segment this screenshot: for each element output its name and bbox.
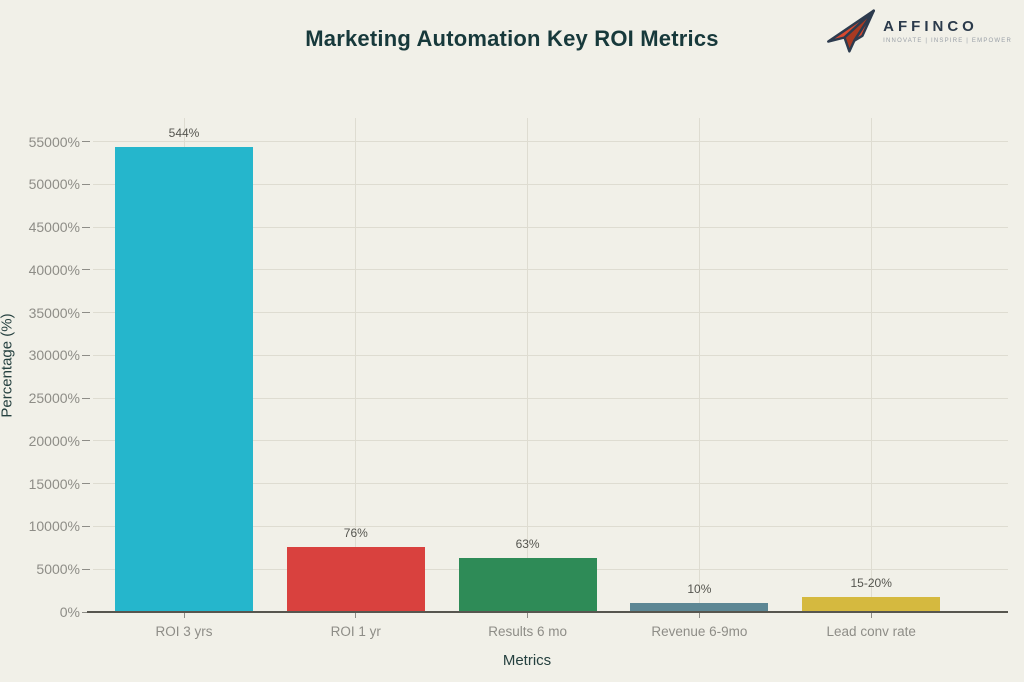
y-tick-mark xyxy=(82,354,90,356)
x-tick-mark xyxy=(183,613,185,618)
y-tick-label: 0% xyxy=(59,604,80,620)
y-tick-label: 30000% xyxy=(28,347,80,364)
y-tick-mark xyxy=(82,568,90,570)
y-tick-label: 5000% xyxy=(36,561,80,578)
y-tick-mark xyxy=(82,440,90,442)
x-axis-title: Metrics xyxy=(502,652,552,669)
y-tick-mark xyxy=(82,141,90,143)
bar-value-label: 10% xyxy=(687,582,712,597)
y-tick-mark xyxy=(82,269,90,271)
gridline-vertical xyxy=(527,118,529,612)
y-tick-label: 15000% xyxy=(28,475,80,492)
y-tick-mark xyxy=(82,312,90,314)
gridline-horizontal xyxy=(93,397,1008,399)
gridline-vertical xyxy=(870,118,872,612)
y-tick-mark xyxy=(82,483,90,485)
gridline-vertical xyxy=(355,118,357,612)
gridline-horizontal xyxy=(93,141,1008,143)
y-tick-mark xyxy=(82,611,90,613)
gridline-horizontal xyxy=(93,525,1008,527)
chart-title: Marketing Automation Key ROI Metrics xyxy=(305,26,719,51)
gridline-horizontal xyxy=(93,312,1008,314)
logo-tagline: INNOVATE | INSPIRE | EMPOWER xyxy=(883,38,1012,44)
bar-5 xyxy=(802,597,941,612)
x-tick-mark xyxy=(527,613,529,618)
gridline-horizontal xyxy=(93,354,1008,356)
y-tick-label: 50000% xyxy=(28,176,80,193)
paper-plane-icon xyxy=(825,8,877,54)
y-tick-mark xyxy=(82,183,90,185)
y-tick-label: 45000% xyxy=(28,219,80,236)
affinco-logo: AFFINCO INNOVATE | INSPIRE | EMPOWER xyxy=(825,8,1012,54)
gridline-horizontal xyxy=(93,226,1008,228)
y-axis: 0% 5000% 10000% 15000% 20000% 25000% 30000% 350… xyxy=(0,118,80,620)
bar-1 xyxy=(115,146,253,612)
y-tick-mark xyxy=(82,525,90,527)
x-tick-label: Revenue 6-9mo xyxy=(651,624,748,639)
logo-name: AFFINCO xyxy=(883,18,978,35)
x-axis-line xyxy=(87,611,1008,613)
x-tick-mark xyxy=(355,613,357,618)
y-tick-label: 25000% xyxy=(28,390,80,407)
y-tick-label: 55000% xyxy=(28,133,80,150)
bar-3 xyxy=(458,558,597,612)
bar-value-label: 76% xyxy=(343,526,368,540)
gridline-horizontal xyxy=(93,483,1008,485)
logo-text: AFFINCO INNOVATE | INSPIRE | EMPOWER xyxy=(883,18,1012,44)
bar-4 xyxy=(630,603,769,612)
y-tick-label: 35000% xyxy=(28,304,80,321)
bar-value-label: 63% xyxy=(515,537,540,552)
plot-area: 544% 76% 63% 10% 15-20% xyxy=(82,118,1008,613)
bar-value-label: 15-20% xyxy=(850,576,892,591)
gridline-horizontal xyxy=(93,183,1008,185)
y-tick-mark xyxy=(82,397,90,399)
y-tick-label: 10000% xyxy=(28,518,80,535)
y-tick-label: 20000% xyxy=(28,432,80,449)
gridline-horizontal xyxy=(93,440,1008,442)
x-tick-label: Lead conv rate xyxy=(826,624,916,639)
bar-2 xyxy=(286,547,425,612)
gridline-horizontal xyxy=(93,269,1008,271)
x-axis: ROI 3 yrs ROI 1 yr Results 6 mo Revenue 6-9… xyxy=(0,613,1024,653)
x-tick-label: Results 6 mo xyxy=(488,624,567,639)
x-tick-mark xyxy=(870,613,872,618)
x-tick-label: ROI 1 yr xyxy=(330,624,381,639)
bar-value-label: 544% xyxy=(168,125,200,140)
y-tick-mark xyxy=(82,226,90,228)
x-tick-mark xyxy=(698,613,700,618)
x-tick-label: ROI 3 yrs xyxy=(155,624,213,639)
gridline-vertical xyxy=(698,118,700,612)
y-tick-label: 40000% xyxy=(28,261,80,278)
